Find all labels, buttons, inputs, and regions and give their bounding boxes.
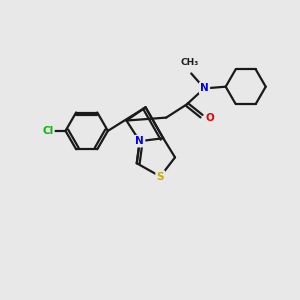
Text: O: O: [206, 112, 214, 123]
Text: N: N: [200, 83, 209, 93]
Text: CH₃: CH₃: [181, 58, 199, 67]
Text: Cl: Cl: [42, 126, 53, 136]
Text: N: N: [135, 136, 144, 146]
Text: S: S: [157, 172, 164, 182]
